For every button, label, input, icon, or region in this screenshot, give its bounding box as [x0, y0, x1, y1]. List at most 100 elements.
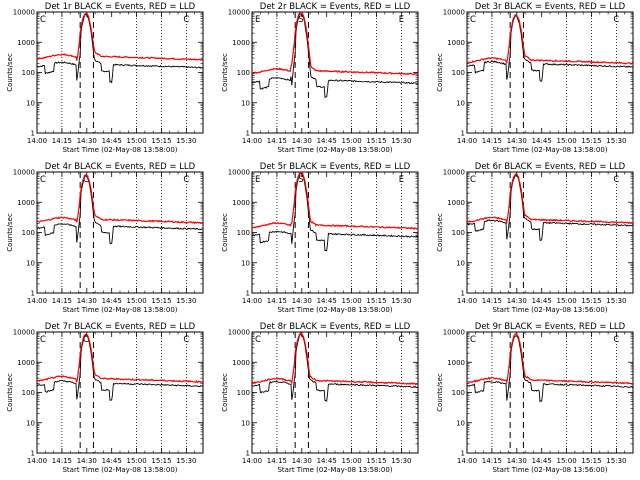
x-tick-label: 14:15 — [52, 297, 72, 305]
x-tick-label: 15:00 — [342, 137, 362, 145]
y-axis-label: Counts/sec — [6, 53, 14, 92]
x-tick-label: 14:15 — [267, 137, 287, 145]
x-tick-label: 15:30 — [391, 297, 411, 305]
x-tick-label: 15:15 — [581, 297, 601, 305]
x-tick-label: 14:30 — [77, 137, 97, 145]
panel-6: Det 6r BLACK = Events, RED = LLD 1 10 100 10… — [436, 162, 634, 314]
x-axis-label: Start Time (02-May-08 13:58:00) — [62, 466, 177, 474]
panel-8: Det 8r BLACK = Events, RED = LLD 1 10 100 10… — [221, 322, 419, 474]
x-tick-label: 14:00 — [457, 457, 477, 465]
x-tick-label: 14:30 — [292, 137, 312, 145]
series-lld-line — [252, 12, 418, 76]
x-tick-label: 14:15 — [482, 457, 502, 465]
y-tick-label: 10 — [456, 259, 465, 267]
y-tick-label: 10000 — [443, 9, 465, 17]
y-tick-label: 100 — [452, 389, 465, 397]
x-tick-label: 14:15 — [482, 137, 502, 145]
y-tick-label: 1000 — [447, 199, 465, 207]
x-tick-label: 15:30 — [606, 137, 626, 145]
x-tick-label: 15:15 — [366, 137, 386, 145]
series-events-line — [37, 175, 203, 245]
panel-title: Det 5r BLACK = Events, RED = LLD — [260, 162, 411, 172]
x-tick-label: 15:00 — [342, 297, 362, 305]
series-lld-line — [467, 173, 633, 225]
region-marker-letter: C — [83, 335, 89, 345]
y-tick-label: 1 — [461, 290, 465, 298]
x-axis-label: Start Time (02-May-08 13:58:00) — [277, 306, 392, 314]
y-tick-label: 100 — [22, 389, 35, 397]
region-marker-letter: C — [255, 335, 261, 345]
y-tick-label: 10000 — [13, 9, 35, 17]
y-axis-label: Counts/sec — [221, 373, 229, 412]
region-marker-letter: C — [470, 15, 476, 25]
x-tick-label: 14:15 — [52, 137, 72, 145]
panel-title: Det 6r BLACK = Events, RED = LLD — [475, 162, 626, 172]
y-tick-label: 10 — [26, 99, 35, 107]
x-tick-label: 15:30 — [176, 137, 196, 145]
panel-1: Det 1r BLACK = Events, RED = LLD 1 10 100 10… — [6, 2, 204, 154]
x-tick-label: 14:30 — [77, 297, 97, 305]
panel-2: Det 2r BLACK = Events, RED = LLD 1 10 100 10… — [221, 2, 419, 154]
y-tick-label: 10000 — [228, 169, 250, 177]
x-tick-label: 14:45 — [532, 137, 552, 145]
x-tick-label: 15:30 — [606, 297, 626, 305]
y-axis-label: Counts/sec — [6, 373, 14, 412]
panel-title: Det 3r BLACK = Events, RED = LLD — [475, 2, 626, 12]
x-tick-label: 15:00 — [557, 137, 577, 145]
x-axis-label: Start Time (02-May-08 13:58:00) — [62, 306, 177, 314]
x-tick-label: 14:30 — [507, 297, 527, 305]
series-lld-line — [467, 14, 633, 65]
y-tick-label: 1000 — [17, 39, 35, 47]
y-tick-label: 10 — [456, 99, 465, 107]
x-tick-label: 14:30 — [507, 457, 527, 465]
series-lld-line — [37, 12, 203, 61]
x-tick-label: 14:30 — [507, 137, 527, 145]
x-tick-label: 15:30 — [176, 297, 196, 305]
y-tick-label: 10000 — [228, 9, 250, 17]
y-tick-label: 10000 — [228, 329, 250, 337]
x-axis-label: Start Time (02-May-08 13:56:00) — [492, 466, 607, 474]
series-lld-line — [37, 333, 203, 384]
y-tick-label: 1000 — [17, 199, 35, 207]
x-tick-label: 15:00 — [127, 137, 147, 145]
y-tick-label: 1000 — [447, 359, 465, 367]
panel-title: Det 4r BLACK = Events, RED = LLD — [45, 162, 196, 172]
series-lld-line — [252, 332, 418, 386]
panel-title: Det 7r BLACK = Events, RED = LLD — [45, 322, 196, 332]
x-tick-label: 15:00 — [557, 297, 577, 305]
series-lld-line — [467, 332, 633, 385]
x-tick-label: 14:00 — [242, 297, 262, 305]
series-events-line — [37, 334, 203, 401]
x-tick-label: 14:00 — [457, 137, 477, 145]
y-axis-label: Counts/sec — [6, 213, 14, 252]
y-tick-label: 1 — [246, 450, 250, 458]
region-marker-letter: E — [399, 15, 404, 25]
x-tick-label: 15:30 — [391, 137, 411, 145]
region-marker-letter: C — [613, 335, 619, 345]
series-events-line — [467, 173, 633, 241]
x-tick-label: 14:45 — [102, 297, 122, 305]
panel-5: Det 5r BLACK = Events, RED = LLD 1 10 100 10… — [221, 162, 419, 314]
y-tick-label: 1 — [31, 450, 35, 458]
region-marker-letter: S — [298, 15, 303, 25]
panel-title: Det 1r BLACK = Events, RED = LLD — [45, 2, 196, 12]
x-tick-label: 14:15 — [267, 457, 287, 465]
x-tick-label: 14:45 — [102, 457, 122, 465]
y-tick-label: 1000 — [17, 359, 35, 367]
x-tick-label: 14:45 — [317, 457, 337, 465]
y-tick-label: 100 — [22, 229, 35, 237]
y-tick-label: 100 — [452, 69, 465, 77]
x-tick-label: 14:30 — [292, 457, 312, 465]
x-tick-label: 14:00 — [27, 297, 47, 305]
x-tick-label: 15:15 — [581, 137, 601, 145]
series-events-line — [467, 335, 633, 403]
region-marker-letter: E — [255, 15, 260, 25]
y-tick-label: 1000 — [232, 359, 250, 367]
x-tick-label: 14:45 — [532, 457, 552, 465]
x-tick-label: 15:00 — [127, 297, 147, 305]
y-tick-label: 100 — [237, 229, 250, 237]
x-axis-label: Start Time (02-May-08 13:58:00) — [277, 466, 392, 474]
y-axis-label: Counts/sec — [221, 213, 229, 252]
y-axis-label: Counts/sec — [436, 373, 444, 412]
